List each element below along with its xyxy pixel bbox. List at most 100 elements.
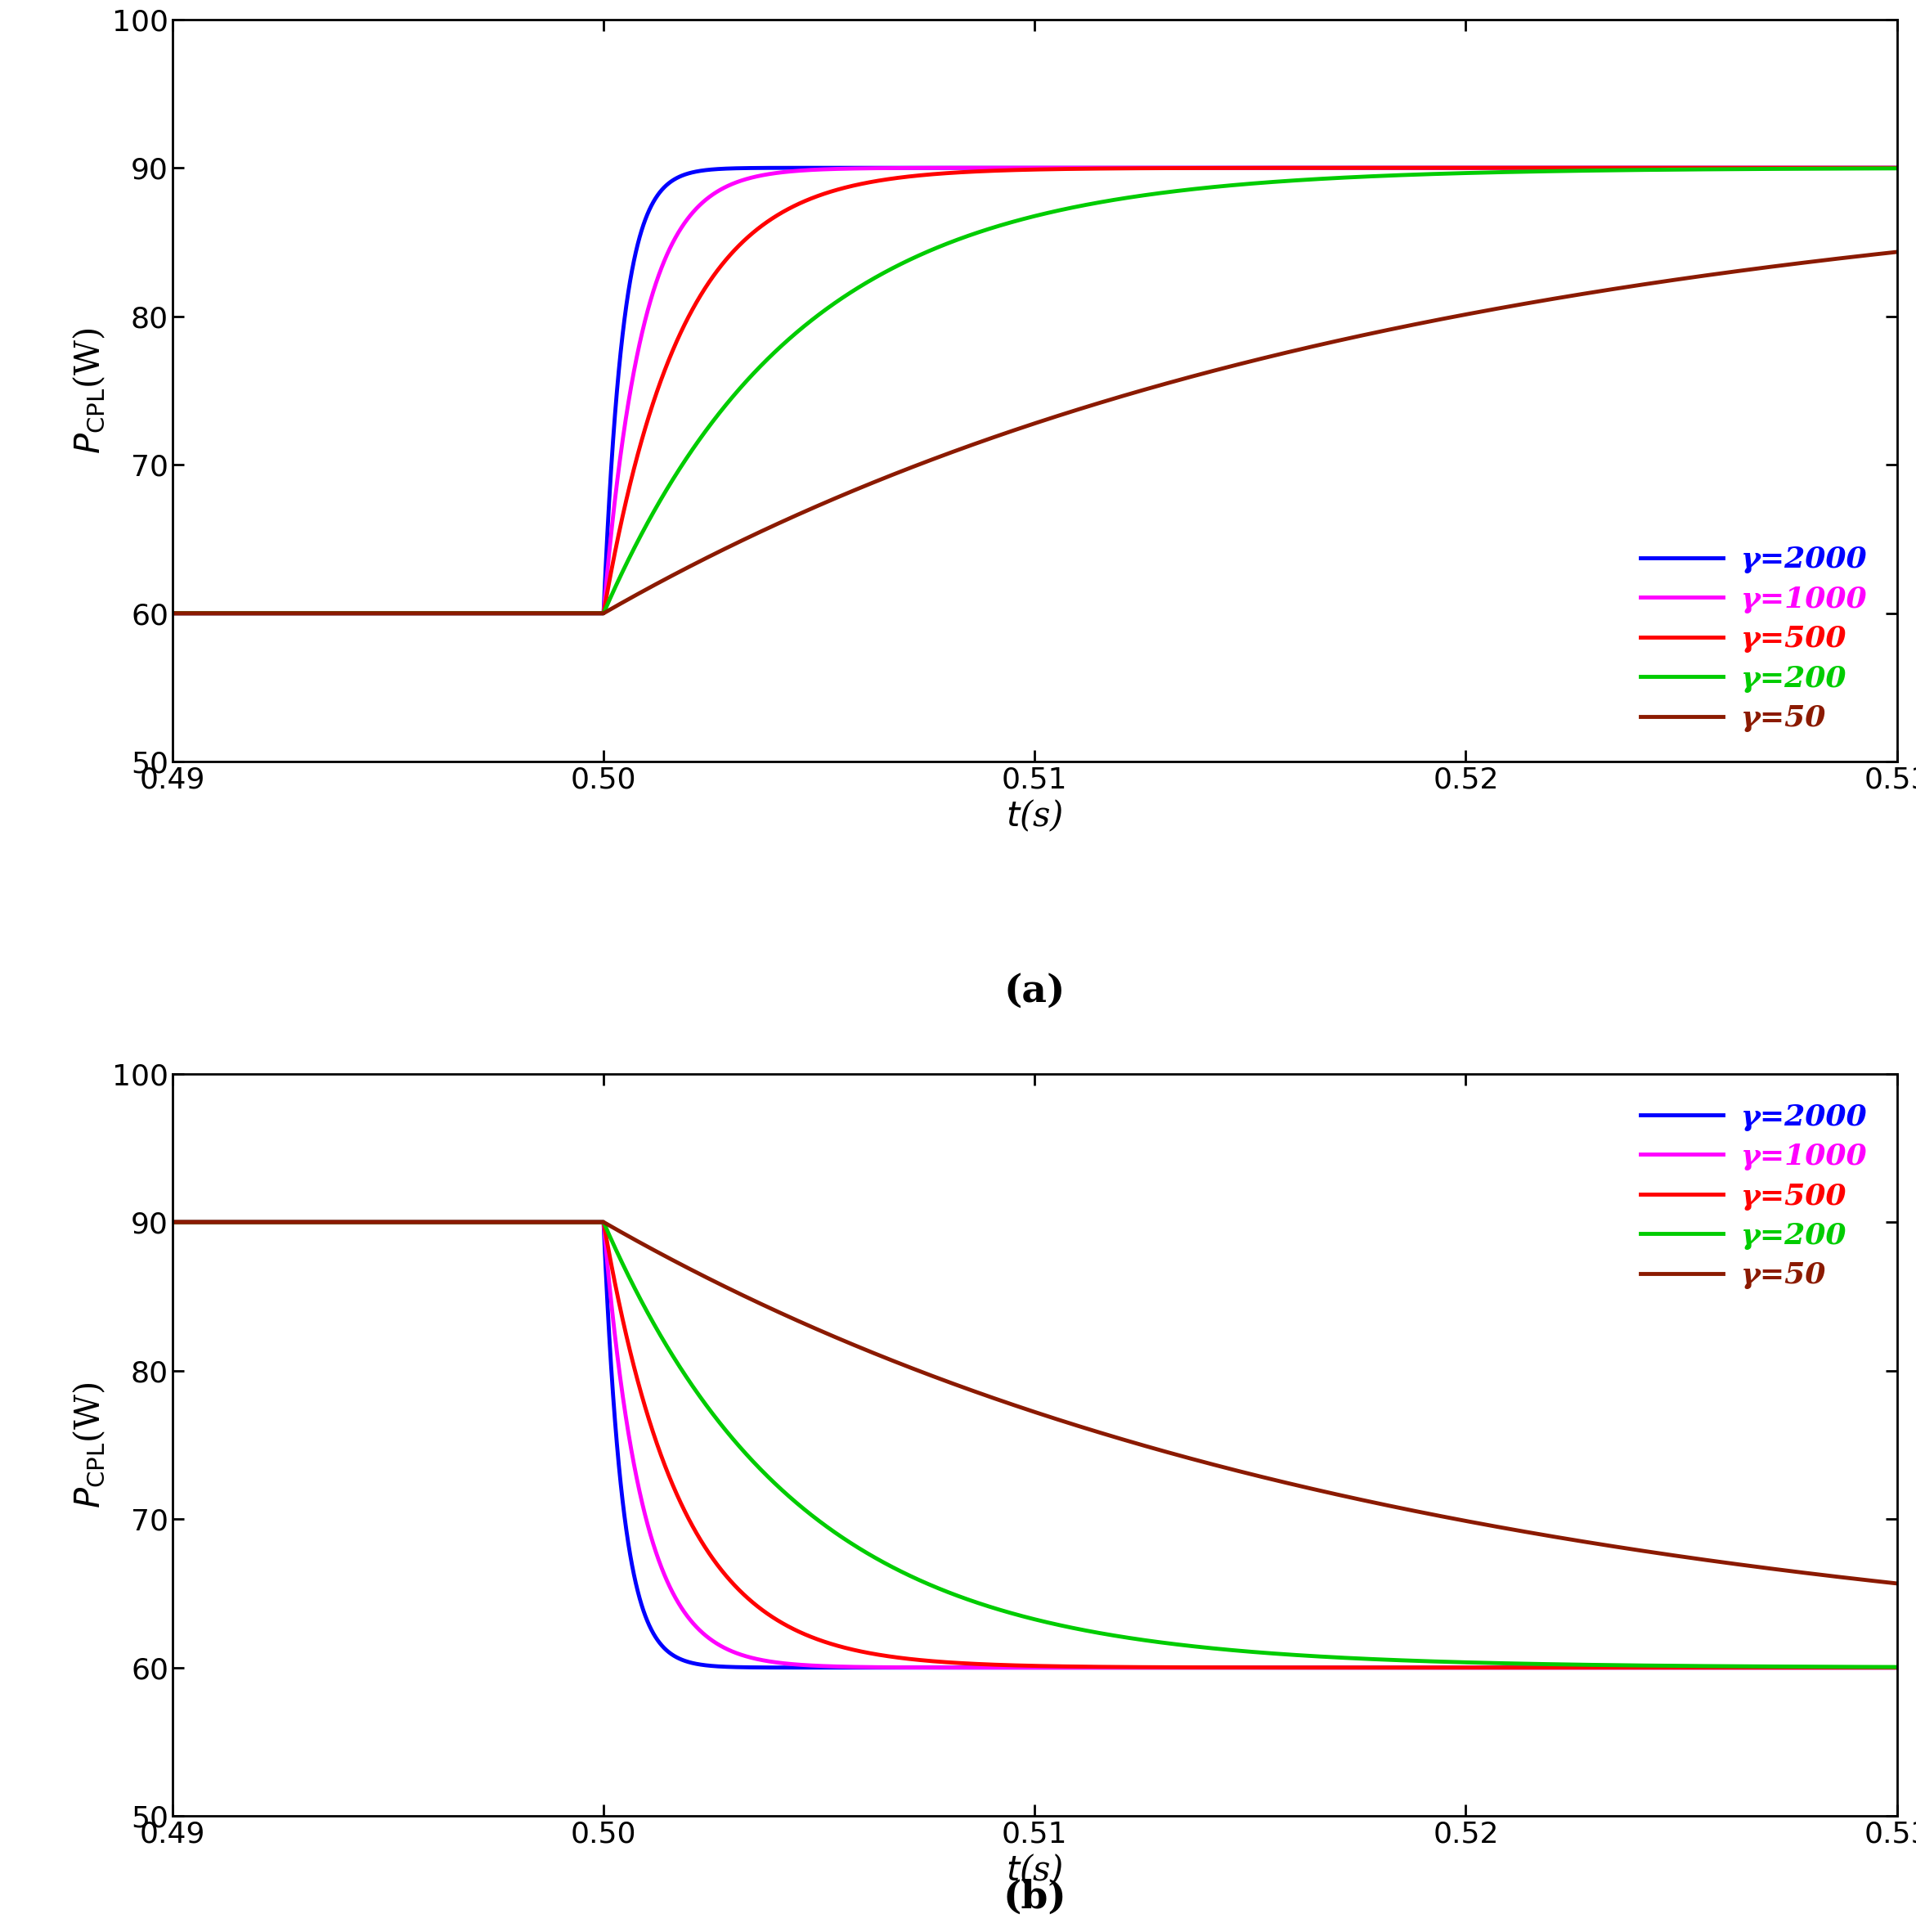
γ=2000 bbox=[1793, 156, 1816, 180]
γ=500 bbox=[498, 601, 521, 624]
γ=1000 bbox=[161, 601, 184, 624]
γ=1000 bbox=[1793, 1656, 1816, 1679]
γ=50 bbox=[1885, 240, 1908, 263]
γ=1000 bbox=[1885, 1656, 1908, 1679]
X-axis label: $t$(s): $t$(s) bbox=[1006, 798, 1063, 833]
γ=50 bbox=[1793, 1561, 1816, 1584]
γ=50 bbox=[161, 1211, 184, 1235]
γ=2000 bbox=[1303, 1656, 1326, 1679]
γ=200 bbox=[264, 601, 287, 624]
γ=200 bbox=[161, 601, 184, 624]
γ=2000 bbox=[264, 601, 287, 624]
Legend: γ=2000, γ=1000, γ=500, γ=200, γ=50: γ=2000, γ=1000, γ=500, γ=200, γ=50 bbox=[1625, 531, 1882, 748]
γ=2000 bbox=[232, 1211, 255, 1235]
γ=500 bbox=[1793, 156, 1816, 180]
γ=50 bbox=[1885, 1573, 1908, 1596]
γ=2000 bbox=[161, 601, 184, 624]
γ=200 bbox=[1004, 1604, 1027, 1627]
γ=1000 bbox=[1883, 1656, 1906, 1679]
γ=50 bbox=[169, 601, 192, 624]
γ=50 bbox=[1793, 251, 1816, 274]
γ=1000 bbox=[264, 1211, 287, 1235]
γ=1000 bbox=[232, 601, 255, 624]
Text: (a): (a) bbox=[1004, 972, 1065, 1010]
Y-axis label: $P_{\rm CPL}$(W): $P_{\rm CPL}$(W) bbox=[73, 1381, 107, 1509]
Line: γ=500: γ=500 bbox=[172, 1223, 1897, 1667]
Line: γ=500: γ=500 bbox=[172, 168, 1897, 612]
Line: γ=1000: γ=1000 bbox=[172, 1223, 1897, 1667]
γ=1000 bbox=[498, 1211, 521, 1235]
γ=500 bbox=[264, 601, 287, 624]
X-axis label: $t$(s): $t$(s) bbox=[1006, 1853, 1063, 1888]
γ=1000 bbox=[1004, 156, 1027, 180]
γ=50 bbox=[1004, 417, 1027, 440]
γ=200 bbox=[498, 601, 521, 624]
γ=1000 bbox=[232, 1211, 255, 1235]
γ=2000 bbox=[1793, 1656, 1816, 1679]
γ=2000 bbox=[1004, 156, 1027, 180]
γ=200 bbox=[1793, 156, 1816, 180]
γ=200 bbox=[169, 601, 192, 624]
γ=2000 bbox=[264, 1211, 287, 1235]
Line: γ=50: γ=50 bbox=[172, 1223, 1897, 1584]
Legend: γ=2000, γ=1000, γ=500, γ=200, γ=50: γ=2000, γ=1000, γ=500, γ=200, γ=50 bbox=[1625, 1088, 1882, 1304]
γ=1000 bbox=[169, 601, 192, 624]
γ=1000 bbox=[1885, 156, 1908, 180]
γ=200 bbox=[1793, 1656, 1816, 1679]
γ=50 bbox=[232, 1211, 255, 1235]
Line: γ=200: γ=200 bbox=[172, 1223, 1897, 1667]
γ=1000 bbox=[161, 1211, 184, 1235]
γ=2000 bbox=[1885, 1656, 1908, 1679]
γ=500 bbox=[161, 1211, 184, 1235]
γ=200 bbox=[232, 1211, 255, 1235]
γ=1000 bbox=[1793, 156, 1816, 180]
γ=500 bbox=[498, 1211, 521, 1235]
γ=200 bbox=[161, 1211, 184, 1235]
γ=1000 bbox=[498, 601, 521, 624]
γ=200 bbox=[169, 1211, 192, 1235]
γ=200 bbox=[232, 601, 255, 624]
γ=1000 bbox=[1004, 1656, 1027, 1679]
γ=2000 bbox=[498, 1211, 521, 1235]
γ=500 bbox=[232, 601, 255, 624]
γ=50 bbox=[264, 601, 287, 624]
γ=1000 bbox=[1883, 156, 1906, 180]
γ=500 bbox=[264, 1211, 287, 1235]
γ=50 bbox=[1004, 1395, 1027, 1418]
γ=500 bbox=[169, 1211, 192, 1235]
γ=500 bbox=[169, 601, 192, 624]
γ=2000 bbox=[1289, 156, 1312, 180]
γ=500 bbox=[1004, 158, 1027, 182]
Line: γ=200: γ=200 bbox=[172, 168, 1897, 612]
γ=500 bbox=[1885, 156, 1908, 180]
Y-axis label: $P_{\rm CPL}$(W): $P_{\rm CPL}$(W) bbox=[73, 327, 107, 454]
γ=50 bbox=[498, 1211, 521, 1235]
γ=500 bbox=[232, 1211, 255, 1235]
γ=1000 bbox=[264, 601, 287, 624]
γ=500 bbox=[1885, 1656, 1908, 1679]
γ=200 bbox=[498, 1211, 521, 1235]
Text: (b): (b) bbox=[1002, 1878, 1067, 1917]
γ=200 bbox=[1885, 1656, 1908, 1679]
γ=500 bbox=[1004, 1654, 1027, 1677]
γ=2000 bbox=[1885, 156, 1908, 180]
γ=200 bbox=[1885, 156, 1908, 180]
γ=2000 bbox=[1004, 1656, 1027, 1679]
γ=500 bbox=[161, 601, 184, 624]
γ=50 bbox=[232, 601, 255, 624]
γ=2000 bbox=[498, 601, 521, 624]
γ=1000 bbox=[169, 1211, 192, 1235]
Line: γ=2000: γ=2000 bbox=[172, 1223, 1897, 1667]
γ=200 bbox=[264, 1211, 287, 1235]
γ=200 bbox=[1004, 209, 1027, 232]
Line: γ=1000: γ=1000 bbox=[172, 168, 1897, 612]
γ=50 bbox=[169, 1211, 192, 1235]
γ=50 bbox=[498, 601, 521, 624]
Line: γ=50: γ=50 bbox=[172, 251, 1897, 612]
γ=2000 bbox=[161, 1211, 184, 1235]
γ=50 bbox=[161, 601, 184, 624]
γ=2000 bbox=[232, 601, 255, 624]
Line: γ=2000: γ=2000 bbox=[172, 168, 1897, 612]
γ=2000 bbox=[169, 1211, 192, 1235]
γ=500 bbox=[1793, 1656, 1816, 1679]
